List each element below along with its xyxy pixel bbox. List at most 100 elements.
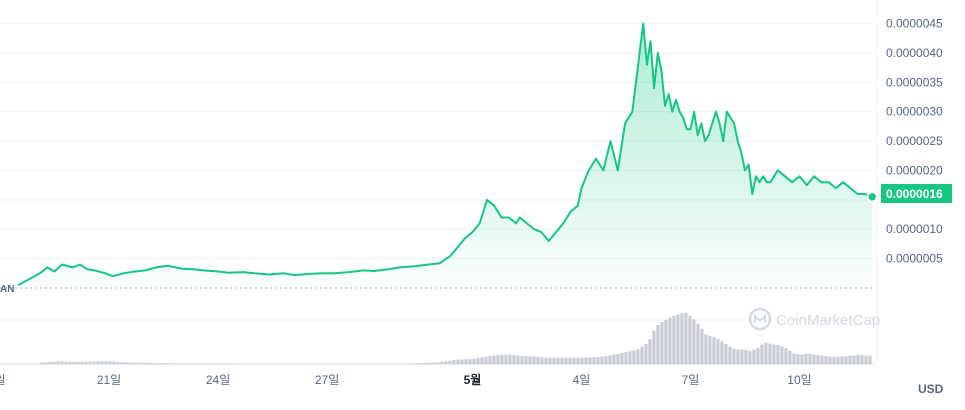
volume-bar bbox=[180, 363, 184, 364]
volume-bar bbox=[88, 361, 92, 364]
volume-bar bbox=[836, 356, 840, 364]
volume-bar bbox=[832, 356, 836, 364]
volume-bar bbox=[644, 343, 648, 364]
volume-bar bbox=[724, 344, 728, 364]
volume-bar bbox=[576, 357, 580, 364]
volume-bar bbox=[656, 324, 660, 364]
volume-bar bbox=[424, 362, 428, 364]
volume-bar bbox=[136, 362, 140, 364]
y-tick-label: 0.0000040 bbox=[886, 46, 943, 60]
volume-bar bbox=[552, 357, 556, 364]
coinmarketcap-watermark: CoinMarketCap bbox=[748, 307, 880, 331]
volume-bar bbox=[184, 363, 188, 364]
volume-bar bbox=[564, 357, 568, 364]
volume-bar bbox=[864, 355, 868, 364]
volume-bar bbox=[532, 356, 536, 364]
current-price-dot bbox=[866, 191, 878, 203]
volume-bar bbox=[196, 363, 200, 364]
y-tick-label: 0.0000020 bbox=[886, 163, 943, 177]
volume-bar bbox=[200, 363, 204, 364]
x-tick-label: 일 bbox=[0, 373, 6, 387]
volume-bar bbox=[624, 352, 628, 364]
volume-bar bbox=[620, 353, 624, 364]
volume-bar bbox=[792, 353, 796, 364]
volume-bar bbox=[176, 363, 180, 364]
volume-bar bbox=[816, 354, 820, 364]
price-area-fill bbox=[18, 23, 873, 288]
volume-bar bbox=[844, 356, 848, 364]
volume-bar bbox=[556, 357, 560, 364]
x-tick-label: 4일 bbox=[573, 373, 591, 387]
volume-bar bbox=[48, 361, 52, 364]
volume-bar bbox=[752, 349, 756, 364]
volume-bar bbox=[796, 354, 800, 364]
volume-bar bbox=[112, 361, 116, 364]
volume-bar bbox=[708, 336, 712, 364]
volume-bar bbox=[484, 356, 488, 364]
volume-bar bbox=[660, 322, 664, 364]
volume-bar bbox=[172, 363, 176, 364]
volume-bar bbox=[204, 363, 208, 364]
volume-bar bbox=[108, 361, 112, 364]
volume-bar bbox=[688, 315, 692, 364]
volume-bar bbox=[156, 363, 160, 364]
volume-bar bbox=[52, 361, 56, 364]
volume-bar bbox=[72, 361, 76, 364]
y-tick-label: 0.0000005 bbox=[886, 252, 943, 266]
volume-bar bbox=[444, 361, 448, 364]
volume-bar bbox=[436, 362, 440, 364]
volume-bar bbox=[680, 313, 684, 364]
volume-bar bbox=[148, 363, 152, 364]
volume-bar bbox=[760, 344, 764, 364]
current-price-label: 0.0000016 bbox=[886, 187, 943, 201]
volume-bar bbox=[764, 342, 768, 364]
coinmarketcap-logo-icon bbox=[748, 307, 772, 331]
volume-bar bbox=[756, 348, 760, 364]
y-tick-label: 0.0000035 bbox=[886, 75, 943, 89]
price-line bbox=[17, 22, 878, 286]
volume-bar bbox=[596, 356, 600, 364]
volume-bar bbox=[768, 343, 772, 364]
volume-bar bbox=[868, 355, 872, 364]
volume-bar bbox=[712, 336, 716, 364]
volume-bar bbox=[716, 338, 720, 364]
volume-bar bbox=[788, 350, 792, 364]
volume-bar bbox=[580, 357, 584, 364]
volume-bar bbox=[572, 357, 576, 364]
x-tick-label: 21일 bbox=[97, 373, 121, 387]
y-tick-label: 0.0000025 bbox=[886, 134, 943, 148]
volume-bar bbox=[104, 361, 108, 364]
currency-unit: USD bbox=[918, 382, 944, 396]
y-tick-label: 0.0000010 bbox=[886, 222, 943, 236]
price-area bbox=[18, 23, 873, 288]
volume-bar bbox=[684, 312, 688, 364]
x-tick-label: 7일 bbox=[682, 373, 700, 387]
brand-name: CoinMarketCap bbox=[776, 312, 880, 329]
volume-bar bbox=[84, 361, 88, 364]
volume-bar bbox=[672, 315, 676, 364]
volume-bar bbox=[488, 356, 492, 364]
volume-bar bbox=[188, 363, 192, 364]
baseline-label: AN bbox=[0, 284, 14, 295]
volume-bar bbox=[612, 354, 616, 364]
volume-bar bbox=[640, 346, 644, 364]
volume-bar bbox=[608, 355, 612, 364]
volume-bar bbox=[540, 357, 544, 364]
volume-bar bbox=[528, 356, 532, 364]
volume-bar bbox=[600, 356, 604, 364]
volume-bar bbox=[208, 363, 212, 364]
volume-bar bbox=[40, 362, 44, 364]
volume-bar bbox=[648, 339, 652, 364]
volume-bar bbox=[828, 356, 832, 364]
volume-bar bbox=[496, 355, 500, 364]
volume-bar bbox=[132, 362, 136, 364]
volume-bar bbox=[420, 363, 424, 364]
volume-bar bbox=[812, 354, 816, 364]
volume-bar bbox=[124, 362, 128, 364]
volume-bar bbox=[668, 317, 672, 364]
volume-bar bbox=[500, 354, 504, 364]
volume-bar bbox=[464, 359, 468, 364]
x-tick-label: 24일 bbox=[206, 373, 230, 387]
volume-bar bbox=[584, 357, 588, 364]
